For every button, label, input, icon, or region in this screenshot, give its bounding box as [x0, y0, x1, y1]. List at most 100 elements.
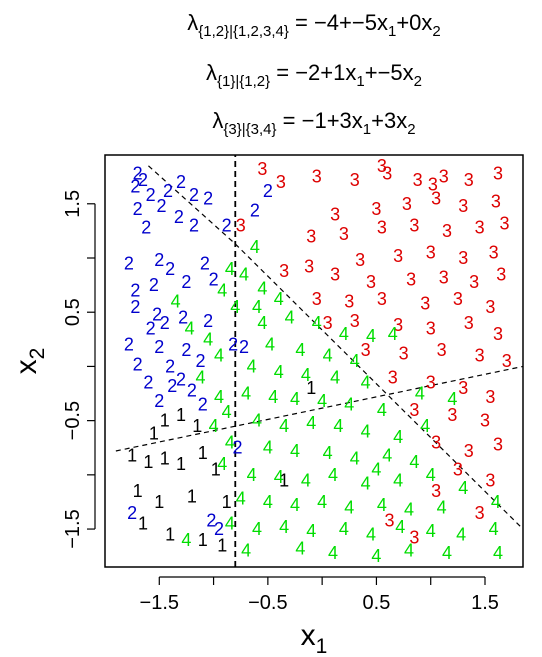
y-tick-label: −0.5 — [62, 401, 84, 440]
point-class-1: 1 — [198, 443, 208, 463]
point-class-4: 4 — [225, 432, 235, 452]
point-class-2: 2 — [143, 373, 153, 393]
point-class-2: 2 — [214, 519, 224, 539]
point-class-4: 4 — [203, 329, 213, 349]
point-class-1: 1 — [133, 481, 143, 501]
point-class-1: 1 — [198, 530, 208, 550]
point-class-4: 4 — [185, 318, 195, 338]
point-class-2: 2 — [222, 215, 232, 235]
point-class-3: 3 — [464, 313, 474, 333]
point-class-4: 4 — [295, 340, 305, 360]
point-class-4: 4 — [361, 421, 371, 441]
point-class-4: 4 — [225, 259, 235, 279]
point-class-4: 4 — [366, 326, 376, 346]
point-class-4: 4 — [217, 454, 227, 474]
point-class-2: 2 — [165, 259, 175, 279]
point-class-4: 4 — [371, 459, 381, 479]
point-class-4: 4 — [250, 237, 260, 257]
x-tick-label: 0.5 — [363, 592, 391, 614]
point-class-3: 3 — [382, 163, 392, 183]
point-class-4: 4 — [306, 413, 316, 433]
point-class-2: 2 — [203, 188, 213, 208]
chart-title: λ{1,2}|{1,2,3,4} = −4+−5x1+0x2 λ{1}|{1,2}… — [187, 10, 441, 138]
point-class-1: 1 — [176, 454, 186, 474]
point-class-1: 1 — [160, 449, 170, 469]
point-class-4: 4 — [265, 335, 275, 355]
point-class-2: 2 — [156, 196, 166, 216]
point-class-3: 3 — [475, 503, 485, 523]
point-class-1: 1 — [306, 378, 316, 398]
point-class-3: 3 — [339, 224, 349, 244]
point-class-1: 1 — [127, 445, 137, 465]
point-class-3: 3 — [413, 170, 423, 190]
point-class-4: 4 — [395, 517, 405, 537]
point-class-2: 2 — [200, 253, 210, 273]
point-class-3: 3 — [439, 268, 449, 288]
point-class-2: 2 — [239, 337, 249, 357]
point-class-3: 3 — [426, 373, 436, 393]
point-class-3: 3 — [361, 340, 371, 360]
point-class-3: 3 — [480, 411, 490, 431]
point-class-3: 3 — [500, 213, 510, 233]
point-class-3: 3 — [453, 459, 463, 479]
point-class-4: 4 — [181, 530, 191, 550]
point-class-4: 4 — [279, 517, 289, 537]
point-class-3: 3 — [469, 272, 479, 292]
x-axis: −1.5 −0.5 0.5 1.5 — [140, 576, 499, 614]
point-class-3: 3 — [393, 246, 403, 266]
point-class-4: 4 — [328, 543, 338, 563]
point-class-1: 1 — [279, 470, 289, 490]
point-class-4: 4 — [301, 365, 311, 385]
point-class-3: 3 — [437, 340, 447, 360]
point-class-1: 1 — [217, 535, 227, 555]
point-class-4: 4 — [458, 478, 468, 498]
point-class-4: 4 — [257, 313, 267, 333]
point-class-3: 3 — [304, 257, 314, 277]
point-class-2: 2 — [124, 335, 134, 355]
point-class-3: 3 — [323, 313, 333, 333]
title-line-1: λ{1,2}|{1,2,3,4} = −4+−5x1+0x2 — [187, 10, 441, 40]
point-class-4: 4 — [171, 291, 181, 311]
point-class-4: 4 — [328, 465, 338, 485]
point-class-2: 2 — [152, 304, 162, 324]
point-class-4: 4 — [317, 492, 327, 512]
point-class-4: 4 — [404, 541, 414, 561]
point-class-3: 3 — [475, 346, 485, 366]
title-line-3: λ{3}|{3,4} = −1+3x1+3x2 — [212, 108, 415, 138]
point-class-2: 2 — [146, 318, 156, 338]
point-class-4: 4 — [456, 524, 466, 544]
point-class-4: 4 — [361, 373, 371, 393]
point-class-3: 3 — [493, 163, 503, 183]
point-class-4: 4 — [214, 387, 224, 407]
point-class-4: 4 — [415, 384, 425, 404]
point-class-2: 2 — [165, 356, 175, 376]
point-class-3: 3 — [458, 378, 468, 398]
point-class-4: 4 — [344, 497, 354, 517]
point-class-4: 4 — [230, 297, 240, 317]
point-class-2: 2 — [141, 218, 151, 238]
point-class-4: 4 — [409, 452, 419, 472]
point-class-3: 3 — [464, 170, 474, 190]
x-tick-label: −0.5 — [248, 592, 287, 614]
point-class-4: 4 — [295, 539, 305, 559]
point-class-4: 4 — [489, 519, 499, 539]
x-tick-label: −1.5 — [140, 592, 179, 614]
point-class-4: 4 — [426, 521, 436, 541]
point-class-2: 2 — [124, 253, 134, 273]
point-class-3: 3 — [384, 510, 394, 530]
point-class-1: 1 — [138, 514, 148, 534]
point-class-2: 2 — [154, 337, 164, 357]
point-class-3: 3 — [420, 294, 430, 314]
point-class-3: 3 — [276, 172, 286, 192]
point-class-4: 4 — [339, 324, 349, 344]
point-class-3: 3 — [377, 218, 387, 238]
point-class-4: 4 — [247, 356, 257, 376]
point-class-2: 2 — [176, 172, 186, 192]
point-class-4: 4 — [350, 351, 360, 371]
point-class-2: 2 — [189, 185, 199, 205]
point-class-3: 3 — [409, 528, 419, 548]
point-class-4: 4 — [312, 313, 322, 333]
point-class-3: 3 — [330, 264, 340, 284]
point-class-2: 2 — [189, 215, 199, 235]
